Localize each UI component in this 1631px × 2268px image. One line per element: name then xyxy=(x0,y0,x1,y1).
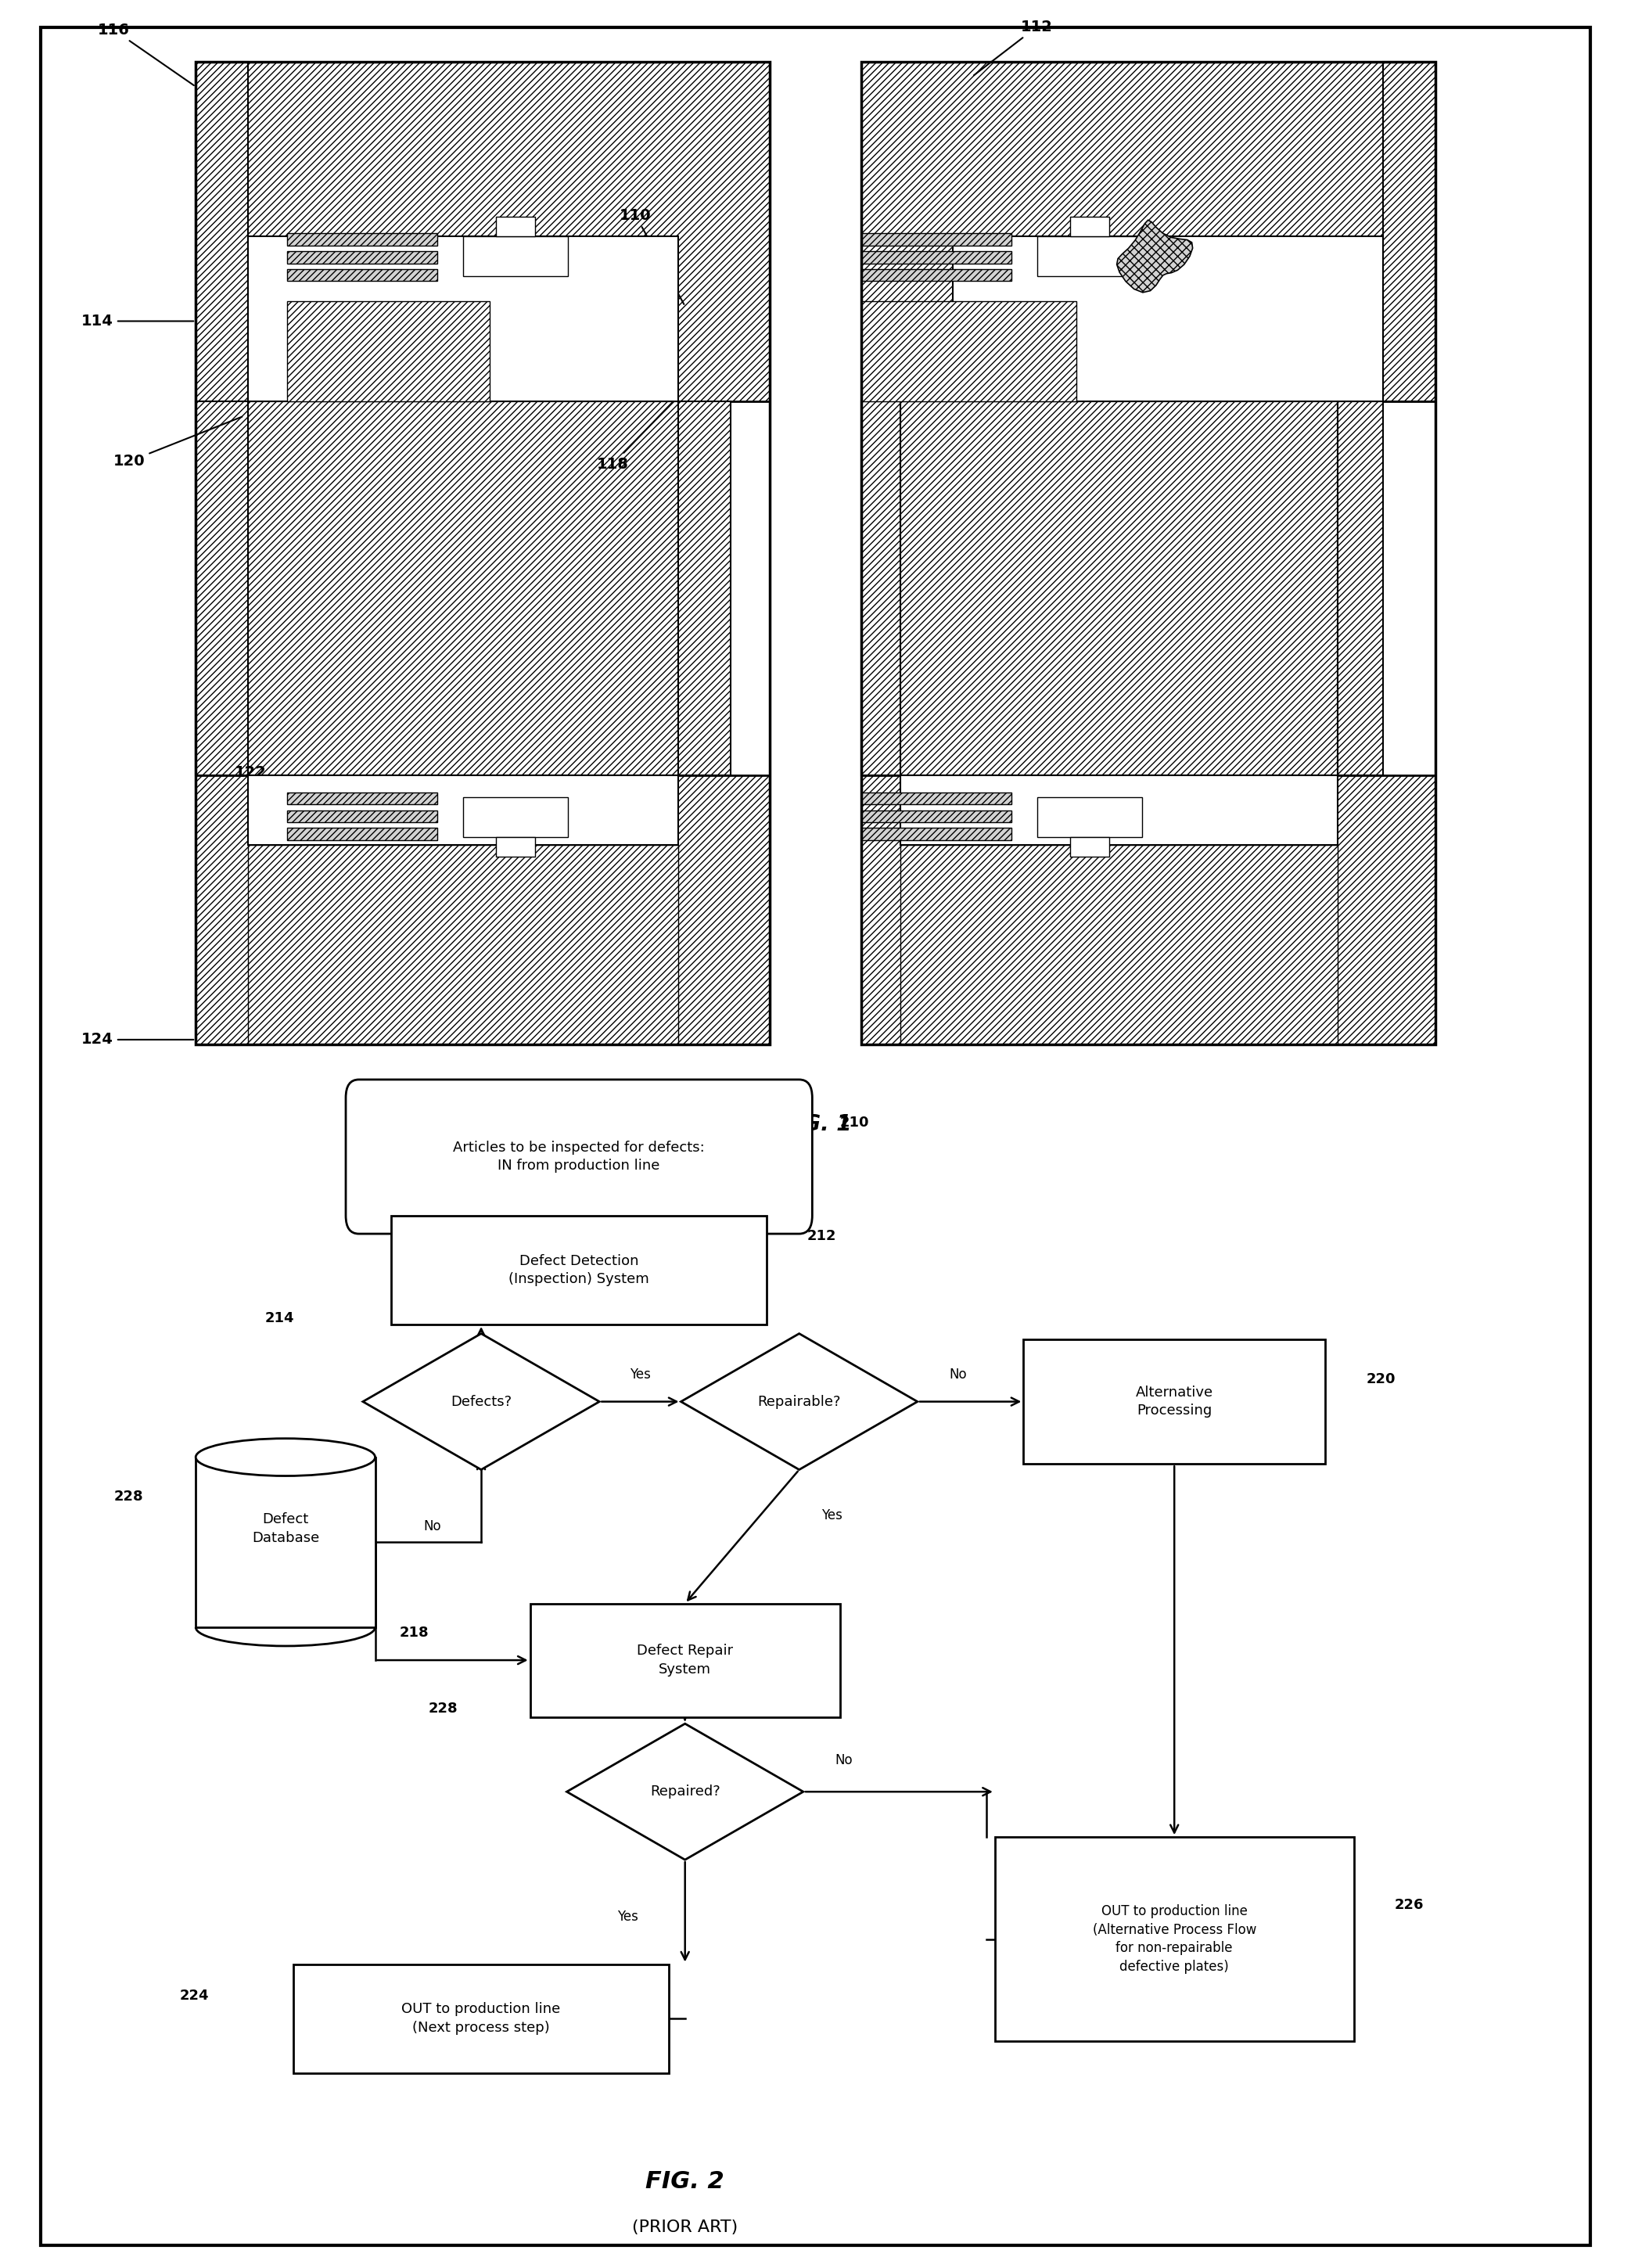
Bar xyxy=(196,776,770,1046)
Bar xyxy=(248,776,678,846)
Bar xyxy=(1037,236,1142,277)
Bar xyxy=(1337,401,1383,776)
Bar xyxy=(196,401,248,776)
Text: 118: 118 xyxy=(597,397,677,472)
Text: 228: 228 xyxy=(114,1490,144,1504)
Text: FIG. 1: FIG. 1 xyxy=(780,1114,851,1136)
Text: 110: 110 xyxy=(620,209,683,304)
Text: 226: 226 xyxy=(1395,1898,1424,1912)
Bar xyxy=(861,61,1435,1046)
Text: 120: 120 xyxy=(114,417,241,469)
Text: FIG. 2: FIG. 2 xyxy=(646,2170,724,2193)
Text: 216: 216 xyxy=(648,1281,677,1295)
Bar xyxy=(953,236,1383,401)
Bar xyxy=(861,828,1011,839)
FancyBboxPatch shape xyxy=(1024,1338,1324,1465)
Bar xyxy=(196,61,770,401)
Text: 124: 124 xyxy=(82,1032,194,1048)
Text: 114: 114 xyxy=(82,313,194,329)
Bar xyxy=(900,776,1337,846)
Bar xyxy=(287,234,437,245)
Text: Defects?: Defects? xyxy=(450,1395,512,1408)
Bar xyxy=(900,401,1337,776)
Text: 214: 214 xyxy=(264,1311,294,1325)
Bar xyxy=(287,302,489,401)
Bar xyxy=(196,1456,375,1628)
Bar xyxy=(463,236,568,277)
Bar xyxy=(196,61,770,1046)
Bar xyxy=(861,792,1011,805)
Bar xyxy=(770,61,861,1046)
FancyBboxPatch shape xyxy=(294,1964,669,2073)
Polygon shape xyxy=(568,1724,802,1860)
Text: 220: 220 xyxy=(1367,1372,1395,1386)
Text: Articles to be inspected for defects:
IN from production line: Articles to be inspected for defects: IN… xyxy=(453,1141,705,1173)
Text: Yes: Yes xyxy=(618,1910,638,1923)
Bar xyxy=(861,302,1076,401)
Text: Alternative
Processing: Alternative Processing xyxy=(1135,1386,1213,1418)
Text: 224: 224 xyxy=(179,1989,209,2003)
Text: No: No xyxy=(949,1368,967,1381)
Bar xyxy=(861,401,900,776)
Text: OUT to production line
(Next process step): OUT to production line (Next process ste… xyxy=(401,2003,561,2034)
Text: 210: 210 xyxy=(840,1116,869,1129)
Text: No: No xyxy=(424,1520,440,1533)
Bar xyxy=(287,252,437,263)
Bar xyxy=(287,810,437,821)
Text: 122: 122 xyxy=(235,764,396,794)
Bar xyxy=(287,270,437,281)
Bar xyxy=(248,846,678,1046)
Polygon shape xyxy=(1117,220,1192,293)
FancyBboxPatch shape xyxy=(391,1216,767,1325)
Bar xyxy=(861,61,1435,401)
Text: 112: 112 xyxy=(974,20,1054,75)
Bar xyxy=(287,828,437,839)
Text: No: No xyxy=(835,1753,853,1767)
Ellipse shape xyxy=(196,1438,375,1476)
Text: 116: 116 xyxy=(98,23,194,86)
Text: Defect Repair
System: Defect Repair System xyxy=(636,1644,734,1676)
Text: 126: 126 xyxy=(1261,299,1373,313)
Bar xyxy=(1383,61,1435,401)
FancyBboxPatch shape xyxy=(530,1603,840,1717)
Bar xyxy=(496,837,535,857)
FancyBboxPatch shape xyxy=(995,1837,1354,2041)
Bar xyxy=(248,401,685,776)
Bar xyxy=(287,792,437,805)
Text: Yes: Yes xyxy=(822,1508,842,1522)
Bar xyxy=(1037,796,1142,837)
Bar xyxy=(861,810,1011,821)
Bar xyxy=(463,796,568,837)
Bar xyxy=(496,215,535,236)
Polygon shape xyxy=(362,1334,600,1470)
Bar xyxy=(1070,215,1109,236)
Bar xyxy=(861,776,1435,1046)
Text: 218: 218 xyxy=(400,1626,429,1640)
Polygon shape xyxy=(682,1334,917,1470)
Text: Defect Detection
(Inspection) System: Defect Detection (Inspection) System xyxy=(509,1254,649,1286)
Text: Repairable?: Repairable? xyxy=(757,1395,842,1408)
Text: OUT to production line
(Alternative Process Flow
for non-repairable
defective pl: OUT to production line (Alternative Proc… xyxy=(1093,1905,1256,1973)
Text: (PRIOR ART): (PRIOR ART) xyxy=(633,2220,737,2234)
Bar xyxy=(861,270,1011,281)
Bar xyxy=(900,846,1337,1046)
Text: Repaired?: Repaired? xyxy=(649,1785,721,1799)
Text: Yes: Yes xyxy=(630,1368,651,1381)
FancyBboxPatch shape xyxy=(346,1080,812,1234)
Bar xyxy=(861,252,1011,263)
Bar xyxy=(248,236,678,401)
Bar xyxy=(1070,837,1109,857)
Text: Defect
Database: Defect Database xyxy=(251,1513,320,1545)
Text: 212: 212 xyxy=(807,1229,837,1243)
Bar xyxy=(861,234,1011,245)
Bar xyxy=(678,401,731,776)
Bar xyxy=(196,61,248,401)
Text: 228: 228 xyxy=(427,1701,458,1715)
